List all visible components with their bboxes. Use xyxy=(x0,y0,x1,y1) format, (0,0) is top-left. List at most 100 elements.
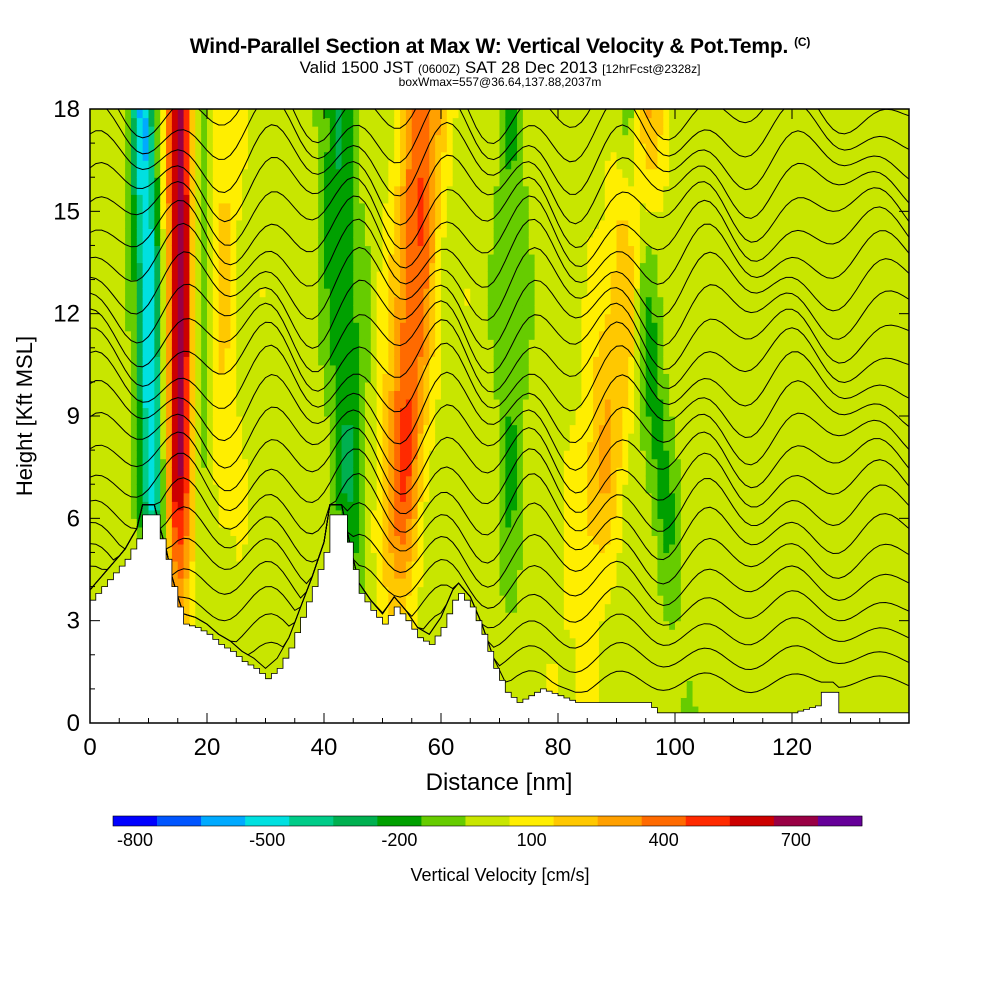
velocity-cell xyxy=(171,467,179,477)
velocity-cell xyxy=(148,160,155,170)
velocity-cell xyxy=(224,168,231,178)
velocity-cell xyxy=(259,526,267,536)
velocity-cell xyxy=(370,109,378,119)
velocity-cell xyxy=(125,364,132,374)
velocity-cell xyxy=(411,185,419,195)
velocity-cell xyxy=(154,356,161,366)
velocity-cell xyxy=(312,262,319,272)
velocity-cell xyxy=(271,586,278,596)
velocity-cell xyxy=(271,569,278,579)
velocity-cell xyxy=(242,654,249,664)
velocity-cell xyxy=(259,612,267,622)
velocity-cell xyxy=(458,219,465,229)
velocity-cell xyxy=(130,424,138,434)
velocity-cell xyxy=(171,211,179,221)
velocity-cell xyxy=(364,416,372,426)
velocity-cell xyxy=(171,543,179,554)
velocity-cell xyxy=(324,134,331,144)
velocity-cell xyxy=(171,458,179,468)
velocity-cell xyxy=(230,168,237,178)
velocity-cell xyxy=(370,416,378,426)
velocity-cell xyxy=(236,271,243,281)
velocity-cell xyxy=(95,416,103,426)
velocity-cell xyxy=(324,194,331,204)
velocity-cell xyxy=(177,450,185,460)
velocity-cell xyxy=(370,578,378,588)
velocity-cell xyxy=(411,253,419,264)
velocity-cell xyxy=(382,296,389,306)
velocity-cell xyxy=(481,177,489,187)
velocity-cell xyxy=(288,373,296,383)
velocity-cell xyxy=(277,322,284,332)
velocity-cell xyxy=(107,467,114,477)
velocity-cell xyxy=(435,177,442,187)
velocity-cell xyxy=(119,288,126,298)
velocity-cell xyxy=(370,126,378,136)
velocity-cell xyxy=(212,322,220,332)
velocity-cell xyxy=(294,185,302,195)
velocity-cell xyxy=(476,560,483,571)
velocity-cell xyxy=(487,450,495,460)
velocity-cell xyxy=(283,501,290,511)
velocity-cell xyxy=(306,151,313,161)
velocity-cell xyxy=(90,168,97,178)
velocity-cell xyxy=(130,398,138,409)
velocity-cell xyxy=(201,381,208,392)
velocity-cell xyxy=(189,526,196,536)
velocity-cell xyxy=(288,160,296,170)
velocity-cell xyxy=(394,185,401,195)
velocity-cell xyxy=(382,279,389,289)
velocity-cell xyxy=(271,603,278,613)
velocity-cell xyxy=(306,271,313,281)
velocity-cell xyxy=(113,134,120,144)
velocity-cell xyxy=(113,262,120,272)
velocity-cell xyxy=(364,509,372,519)
velocity-cell xyxy=(435,441,442,451)
velocity-cell xyxy=(236,279,243,289)
velocity-cell xyxy=(101,509,109,519)
velocity-cell xyxy=(142,441,150,451)
velocity-cell xyxy=(476,356,483,366)
velocity-cell xyxy=(423,339,430,349)
velocity-cell xyxy=(458,271,465,281)
velocity-cell xyxy=(388,578,395,588)
velocity-cell xyxy=(435,160,442,170)
velocity-cell xyxy=(283,271,290,281)
velocity-cell xyxy=(370,475,378,485)
velocity-cell xyxy=(405,612,413,622)
velocity-cell xyxy=(171,202,179,212)
velocity-cell xyxy=(476,535,483,545)
velocity-cell xyxy=(300,236,308,247)
velocity-cell xyxy=(160,373,167,383)
velocity-cell xyxy=(242,552,249,562)
velocity-cell xyxy=(294,373,302,383)
velocity-cell xyxy=(125,168,132,178)
velocity-cell xyxy=(364,569,372,579)
velocity-cell xyxy=(435,271,442,281)
velocity-cell xyxy=(335,177,343,187)
velocity-cell xyxy=(247,356,255,366)
velocity-cell xyxy=(130,288,138,298)
velocity-cell xyxy=(446,202,454,212)
velocity-cell xyxy=(90,236,97,247)
velocity-cell xyxy=(107,253,114,264)
velocity-cell xyxy=(446,151,454,161)
velocity-cell xyxy=(429,236,436,247)
velocity-cell xyxy=(236,322,243,332)
velocity-cell xyxy=(464,398,471,409)
velocity-cell xyxy=(435,134,442,144)
velocity-cell xyxy=(441,381,448,392)
velocity-cell xyxy=(470,160,477,170)
velocity-cell xyxy=(312,313,319,323)
velocity-cell xyxy=(101,262,109,272)
velocity-cell xyxy=(148,424,155,434)
velocity-cell xyxy=(452,219,460,229)
velocity-cell xyxy=(271,373,278,383)
velocity-cell xyxy=(464,441,471,451)
velocity-cell xyxy=(90,109,97,119)
velocity-cell xyxy=(423,552,430,562)
velocity-cell xyxy=(335,441,343,451)
velocity-cell xyxy=(382,109,389,119)
velocity-cell xyxy=(195,364,202,374)
velocity-cell xyxy=(452,160,460,170)
